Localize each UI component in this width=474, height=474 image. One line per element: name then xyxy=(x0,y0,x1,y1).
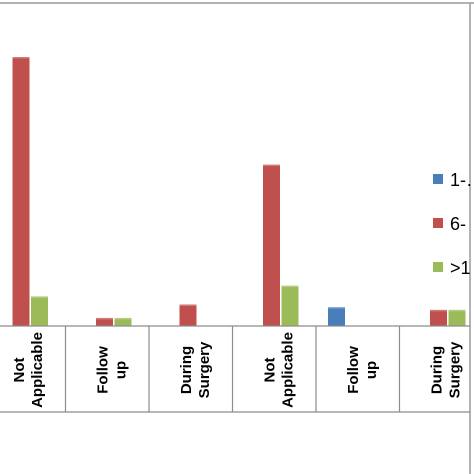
category-label-2: Followup xyxy=(94,346,129,394)
bar-highlight-3-4 xyxy=(281,285,299,288)
legend-swatch-1 xyxy=(433,174,443,184)
bar-3-1 xyxy=(31,296,48,326)
bar-3-2 xyxy=(114,317,132,326)
category-label-line: Applicable xyxy=(279,332,296,408)
bar-highlight-2-2 xyxy=(96,317,113,320)
legend-swatch-3 xyxy=(433,262,443,272)
category-label-1: NotApplicable xyxy=(11,332,46,408)
category-label-line: up xyxy=(112,361,129,379)
category-label-line: During xyxy=(178,346,195,394)
bar-2-2 xyxy=(96,317,113,326)
bar-2-6 xyxy=(430,309,447,326)
bar-highlight-1-5 xyxy=(328,307,345,309)
category-label-4: NotApplicable xyxy=(261,332,296,408)
category-label-6: DuringSurgery xyxy=(428,341,463,398)
category-label-line: During xyxy=(428,346,445,394)
bar-2-4 xyxy=(263,164,280,326)
bar-highlight-2-6 xyxy=(430,309,447,312)
legend-label-3: >1 xyxy=(450,258,471,278)
category-label-line: Surgery xyxy=(446,341,463,398)
legend-label-2: 6- xyxy=(450,214,466,234)
bar-highlight-2-3 xyxy=(179,304,197,306)
x-axis xyxy=(0,325,470,413)
category-label-line: Surgery xyxy=(196,341,213,398)
bar-highlight-3-1 xyxy=(31,296,48,298)
bar-highlight-2-4 xyxy=(263,164,280,167)
category-label-line: Follow xyxy=(94,346,111,394)
bar-3-4 xyxy=(281,285,299,326)
bar-2-3 xyxy=(179,304,197,326)
category-label-line: Not xyxy=(261,358,278,383)
bar-3-6 xyxy=(448,309,466,326)
category-label-3: DuringSurgery xyxy=(178,341,213,398)
bar-highlight-2-1 xyxy=(12,57,30,59)
legend-swatch-2 xyxy=(433,218,443,228)
legend: 1-… 6- >1 xyxy=(433,170,474,278)
bars-group xyxy=(12,57,466,326)
category-label-line: Follow xyxy=(345,346,362,394)
category-label-line: Applicable xyxy=(29,332,46,408)
bar-1-5 xyxy=(328,307,345,326)
bar-2-1 xyxy=(12,57,30,326)
legend-label-1: 1-… xyxy=(450,170,474,190)
bar-highlight-3-6 xyxy=(448,309,466,312)
category-label-line: up xyxy=(363,361,380,379)
category-label-5: Followup xyxy=(345,346,380,394)
bar-highlight-3-2 xyxy=(114,317,132,320)
category-label-line: Not xyxy=(11,358,28,383)
category-labels: NotApplicable Followup DuringSurgery NotApp… xyxy=(11,332,464,408)
